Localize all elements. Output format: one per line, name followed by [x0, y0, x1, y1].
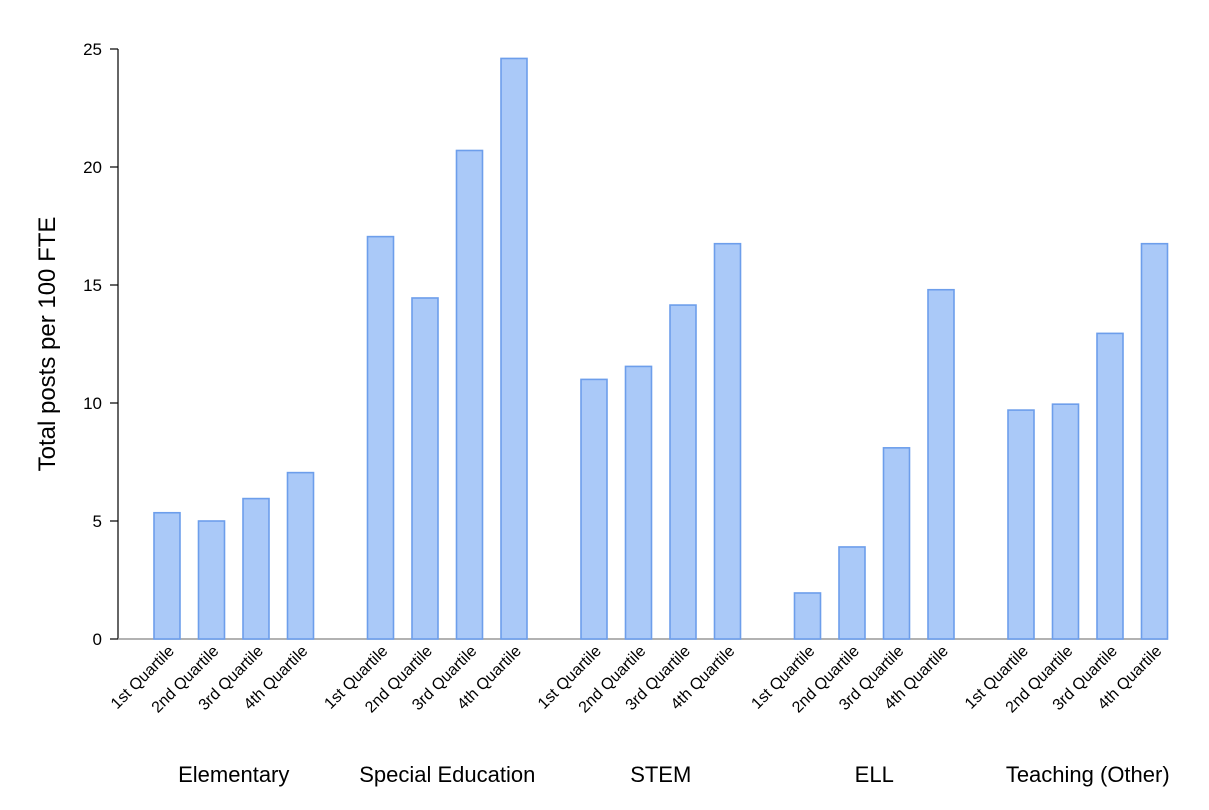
group-label: Teaching (Other)	[1006, 762, 1170, 787]
group-label: ELL	[855, 762, 894, 787]
bar-2-1	[366, 235, 395, 640]
bar-2-2	[411, 297, 439, 640]
bar-1-1	[153, 511, 181, 640]
bar-4-3	[882, 447, 911, 640]
y-tick-label: 0	[93, 630, 102, 649]
bars	[153, 57, 1169, 640]
bar-4-1	[793, 592, 822, 640]
y-tick-label: 5	[93, 512, 102, 531]
bar-3-3	[669, 304, 697, 640]
bar-3-2	[624, 365, 653, 640]
bar-2-4	[500, 57, 528, 640]
y-tick-label: 25	[83, 40, 102, 59]
bar-1-4	[286, 471, 315, 640]
group-labels: Elementary Special Education STEM ELL Teachi…	[178, 762, 1170, 787]
y-tick-label: 15	[83, 276, 102, 295]
bar-1-3	[242, 497, 270, 640]
bar-3-4	[713, 242, 742, 640]
bar-3-1	[580, 378, 608, 640]
y-tick-label: 10	[83, 394, 102, 413]
bar-1-2	[197, 520, 226, 640]
bar-5-4	[1140, 242, 1169, 640]
y-tick-label: 20	[83, 158, 102, 177]
bar-2-3	[455, 149, 484, 640]
group-label: STEM	[630, 762, 691, 787]
bar-5-1	[1007, 409, 1035, 640]
group-label: Elementary	[178, 762, 289, 787]
bar-4-2	[838, 546, 866, 640]
y-axis-title: Total posts per 100 FTE	[34, 217, 61, 472]
bar-5-2	[1051, 403, 1080, 640]
bar-4-4	[927, 288, 955, 640]
group-label: Special Education	[359, 762, 535, 787]
bar-5-3	[1096, 332, 1124, 640]
